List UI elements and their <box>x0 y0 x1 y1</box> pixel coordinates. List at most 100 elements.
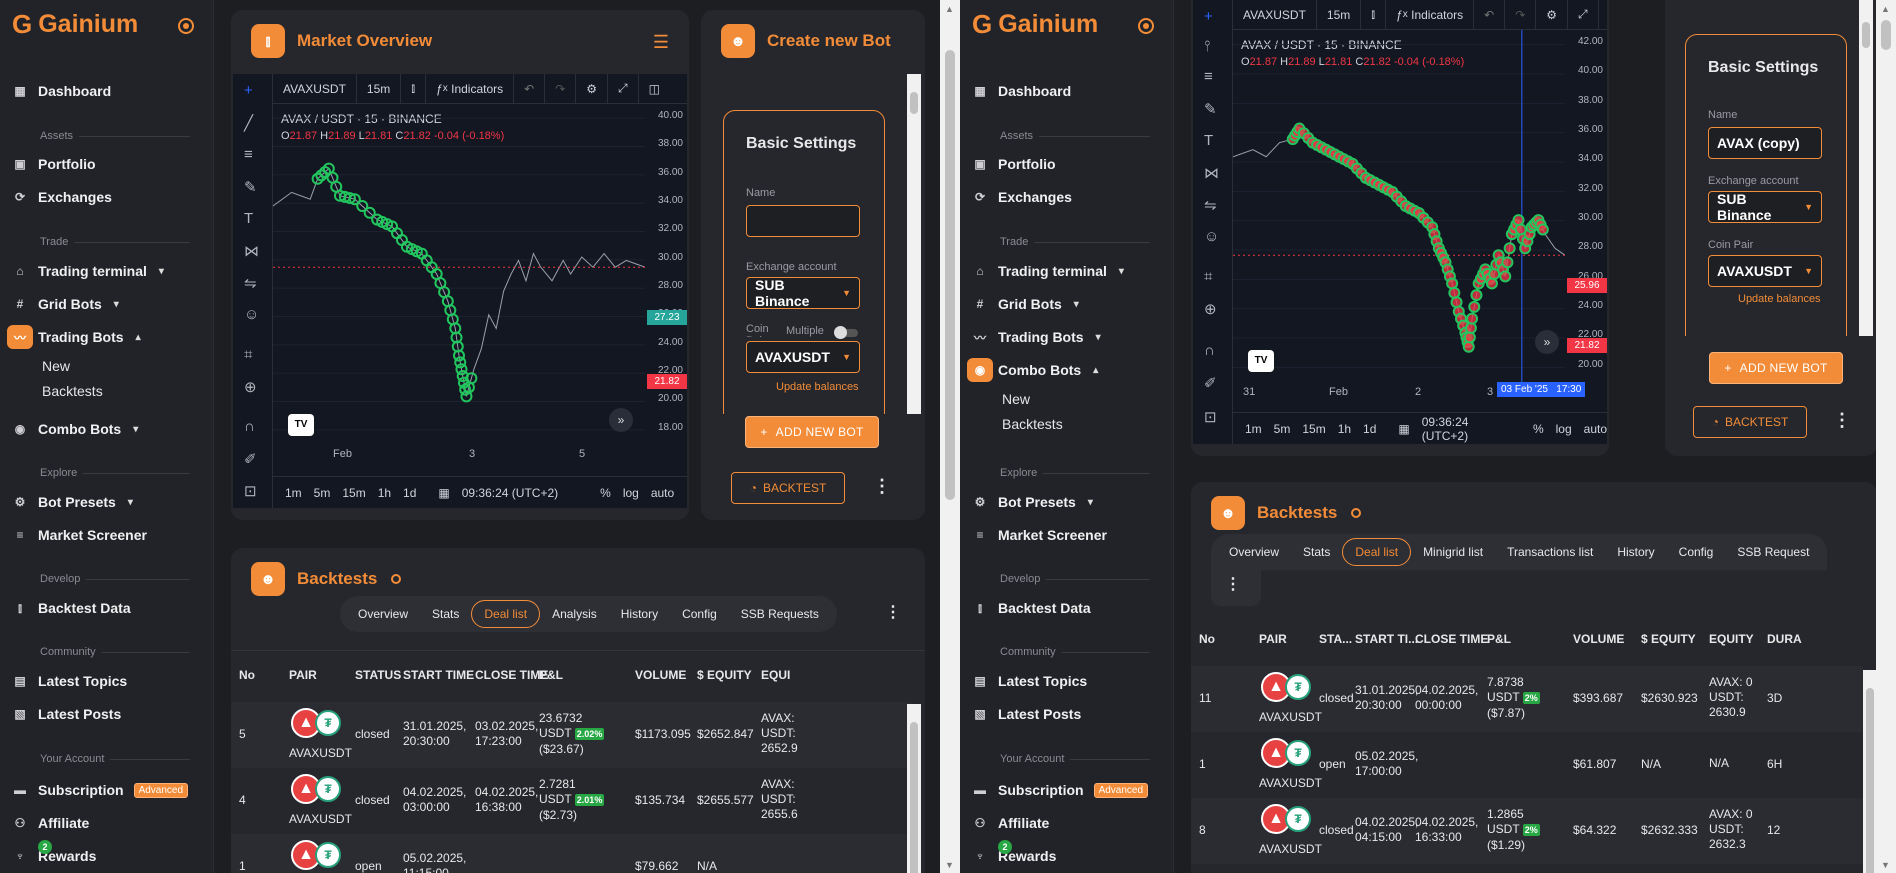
nav-affiliate[interactable]: ⚇ Affiliate <box>972 810 1050 836</box>
table-scrollbar[interactable] <box>907 704 921 873</box>
nav-exchanges[interactable]: ⟳ Exchanges <box>972 184 1072 210</box>
tradingview-logo[interactable]: TV <box>288 414 314 436</box>
table-header[interactable]: $ EQUITY <box>1641 632 1696 646</box>
dot-line-icon[interactable]: ⫯ <box>1204 38 1211 55</box>
collapse-sidebar-button[interactable] <box>1138 18 1154 34</box>
update-balances-link[interactable]: Update balances <box>776 381 859 393</box>
camera-icon[interactable]: ◫ <box>648 81 660 96</box>
gear-icon[interactable]: ⚙ <box>576 74 609 104</box>
range-15m[interactable]: 15m <box>1302 421 1326 436</box>
form-scrollbar[interactable] <box>1859 0 1873 336</box>
tab-stats[interactable]: Stats <box>1303 545 1331 559</box>
more-options-icon[interactable]: ⋮ <box>1833 410 1851 430</box>
emoji-icon[interactable]: ☺ <box>244 306 260 323</box>
ruler-lines-icon[interactable]: ⇋ <box>1204 197 1217 214</box>
tradingview-logo[interactable]: TV <box>1248 350 1274 372</box>
nav-trading-bots[interactable]: 〰 Trading Bots ▴ <box>7 324 141 350</box>
nav-grid-bots[interactable]: # Grid Bots ▾ <box>12 291 119 317</box>
nav-backtest-data[interactable]: ⫾ Backtest Data <box>972 595 1091 621</box>
interval-selector[interactable]: 15m <box>1317 0 1362 30</box>
camera-icon[interactable]: ◫ <box>1599 0 1607 30</box>
text-icon[interactable]: T <box>244 210 254 227</box>
nav-trading-terminal[interactable]: ⌂ Trading terminal ▾ <box>972 258 1124 284</box>
table-header[interactable]: STA... <box>1319 632 1353 646</box>
tab-deal-list[interactable]: Deal list <box>1342 538 1412 566</box>
table-header[interactable]: DURA <box>1767 632 1802 646</box>
nav-latest-topics[interactable]: ▤ Latest Topics <box>972 668 1087 694</box>
log-toggle[interactable]: log <box>1555 421 1572 436</box>
brush-icon[interactable]: ✎ <box>1204 101 1217 118</box>
info-icon[interactable] <box>1351 508 1362 518</box>
nav-latest-topics[interactable]: ▤ Latest Topics <box>12 668 127 694</box>
fullscreen-icon[interactable]: ⤢ <box>1568 0 1599 30</box>
nav-latest-posts[interactable]: ▧ Latest Posts <box>972 701 1081 727</box>
nav-dashboard[interactable]: ▦ Dashboard <box>12 78 111 104</box>
add-new-bot-button[interactable]: + ADD NEW BOT <box>1709 352 1843 384</box>
nav-latest-posts[interactable]: ▧ Latest Posts <box>12 701 121 727</box>
auto-toggle[interactable]: auto <box>650 485 675 500</box>
tab-config[interactable]: Config <box>1678 545 1714 559</box>
tab-history[interactable]: History <box>620 607 659 621</box>
name-input[interactable] <box>746 205 860 237</box>
redo-icon[interactable]: ↷ <box>545 74 577 104</box>
range-5m[interactable]: 5m <box>313 485 331 500</box>
scroll-right-button[interactable]: » <box>1535 330 1559 354</box>
form-scrollbar[interactable] <box>907 74 921 414</box>
tab-history[interactable]: History <box>1617 545 1655 559</box>
undo-icon[interactable]: ↶ <box>514 74 546 104</box>
nav-backtest-data[interactable]: ⫾ Backtest Data <box>12 595 131 621</box>
fib-icon[interactable]: ≡ <box>244 146 253 163</box>
table-header[interactable]: VOLUME <box>635 668 687 682</box>
nav-sub-new[interactable]: New <box>1002 391 1031 407</box>
nav-sub-backtests[interactable]: Backtests <box>1002 416 1063 432</box>
lock-draw-icon[interactable]: ✐ <box>244 451 257 468</box>
nav-portfolio[interactable]: ▣ Portfolio <box>972 151 1055 177</box>
interval-selector[interactable]: 15m <box>357 74 402 104</box>
table-header[interactable]: START TI... <box>1355 632 1419 646</box>
range-1h[interactable]: 1h <box>377 485 392 500</box>
nav-market-screener[interactable]: ≡ Market Screener <box>972 522 1106 548</box>
lock-icon[interactable]: ⊡ <box>1204 409 1217 426</box>
symbol-selector[interactable]: AVAXUSDT <box>273 74 357 104</box>
zoom-icon[interactable]: ⊕ <box>1204 301 1217 318</box>
calendar-icon[interactable]: ▦ <box>438 485 450 500</box>
logo[interactable]: G Gainium <box>12 10 138 38</box>
nav-bot-presets[interactable]: ⚙ Bot Presets ▾ <box>972 489 1093 515</box>
tab-ssb-requests[interactable]: SSB Requests <box>740 607 819 621</box>
range-1m[interactable]: 1m <box>285 485 302 500</box>
range-1d[interactable]: 1d <box>403 485 417 500</box>
table-header[interactable]: STATUS <box>355 668 402 682</box>
backtest-button[interactable]: ◔ BACKTEST <box>1693 406 1807 438</box>
nav-combo-bots[interactable]: ◉ Combo Bots ▴ <box>967 357 1098 383</box>
pattern-icon[interactable]: ⋈ <box>244 243 259 260</box>
table-header[interactable]: PAIR <box>1259 632 1287 646</box>
nav-sub-backtests[interactable]: Backtests <box>42 383 103 399</box>
exchange-select[interactable]: SUB Binance ▼ <box>1708 191 1822 223</box>
undo-icon[interactable]: ↶ <box>1474 0 1506 30</box>
price-chart[interactable]: + ⫯ ≡ ✎ T ⋈ ⇋ ☺ ⌗ ⊕ ∩ ✐ ⊡ AVAXUSDT 15m ⫾… <box>1193 0 1607 444</box>
zoom-icon[interactable]: ⊕ <box>244 379 257 396</box>
redo-icon[interactable]: ↷ <box>1505 0 1537 30</box>
nav-trading-terminal[interactable]: ⌂ Trading terminal ▾ <box>12 258 164 284</box>
nav-grid-bots[interactable]: # Grid Bots ▾ <box>972 291 1079 317</box>
table-header[interactable]: START TIME <box>403 668 475 682</box>
range-5m[interactable]: 5m <box>1273 421 1291 436</box>
nav-dashboard[interactable]: ▦ Dashboard <box>972 78 1071 104</box>
table-header[interactable]: EQUITY <box>1709 632 1754 646</box>
table-scrollbar[interactable] <box>1863 670 1877 873</box>
exchange-select[interactable]: SUB Binance ▼ <box>746 277 860 309</box>
more-options-icon[interactable]: ⋮ <box>885 604 901 621</box>
range-1d[interactable]: 1d <box>1363 421 1377 436</box>
fullscreen-icon[interactable]: ⤢ <box>608 74 639 104</box>
right-page-scrollbar[interactable]: ▲ ▼ <box>1876 0 1896 873</box>
measure-icon[interactable]: ⌗ <box>244 346 253 363</box>
table-row[interactable]: 8 ▲ ₮ AVAXUSDT closed 04.02.2025, 04:15:00 04.0… <box>1191 798 1863 864</box>
table-header[interactable]: VOLUME <box>1573 632 1625 646</box>
settings-sliders-icon[interactable]: ☰ <box>652 32 669 52</box>
ruler-lines-icon[interactable]: ⇋ <box>244 275 257 292</box>
log-toggle[interactable]: log <box>622 485 639 500</box>
range-1h[interactable]: 1h <box>1337 421 1352 436</box>
logo[interactable]: G Gainium <box>972 10 1098 38</box>
nav-sub-new[interactable]: New <box>42 358 71 374</box>
measure-icon[interactable]: ⌗ <box>1204 268 1213 285</box>
